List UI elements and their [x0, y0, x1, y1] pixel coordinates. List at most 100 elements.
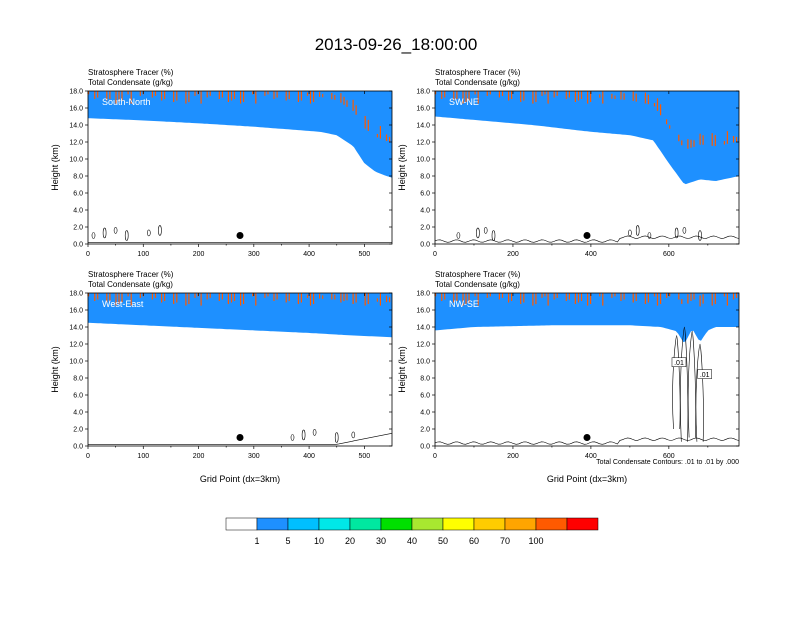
tracer-streak — [164, 293, 166, 301]
tracer-streak — [635, 293, 637, 301]
y-tick-label: 8.0 — [420, 174, 430, 181]
tracer-streak — [352, 293, 354, 304]
tracer-streak — [130, 293, 132, 306]
tracer-streak — [106, 91, 108, 101]
tracer-streak — [197, 293, 199, 297]
tracer-streak — [322, 295, 324, 299]
tracer-streak — [355, 293, 357, 303]
tracer-streak — [732, 293, 735, 300]
tracer-streak — [580, 293, 583, 301]
x-tick-label: 0 — [433, 251, 437, 258]
tracer-streak — [233, 293, 236, 301]
tracer-streak — [611, 93, 613, 99]
colorbar-label: 50 — [438, 536, 448, 546]
tracer-streak — [660, 293, 662, 304]
colorbar-swatch — [504, 517, 537, 531]
location-marker — [236, 434, 244, 441]
condensate-contour — [158, 225, 162, 236]
colorbar-swatch — [411, 517, 444, 531]
condensate-contour — [147, 229, 151, 237]
tracer-streak — [687, 294, 689, 304]
tracer-streak — [535, 293, 537, 304]
tracer-streak — [544, 91, 546, 95]
tracer-streak — [462, 293, 464, 306]
x-tick-label: 100 — [137, 251, 149, 258]
tracer-streak — [151, 293, 153, 300]
panel-sw-ne: 0.0 2.0 4.0 6.0 8.0 10.0 12.0 14.0 16.0 18.0 0 200 4… — [397, 68, 740, 258]
tracer-streak — [185, 293, 187, 306]
condensate-contour — [687, 330, 697, 438]
tracer-streak — [227, 91, 229, 102]
plot-frame — [87, 90, 393, 245]
tracer-streak — [154, 91, 157, 96]
tracer-streak — [221, 91, 223, 98]
tracer-streak — [161, 91, 163, 101]
tracer-streak — [288, 91, 290, 99]
tracer-streak — [121, 91, 123, 101]
tracer-streak — [647, 94, 649, 105]
y-tick-label: 18.0 — [416, 291, 430, 298]
plot-frame — [434, 90, 740, 245]
tracer-streak — [453, 91, 455, 101]
tracer-streak — [88, 91, 90, 95]
x-tick-label: 500 — [359, 453, 371, 460]
tracer-streak — [385, 134, 388, 141]
tracer-streak — [209, 91, 211, 96]
tracer-streak — [297, 91, 299, 102]
tracer-streak — [367, 293, 369, 304]
tracer-streak — [580, 91, 583, 99]
tracer-streak — [164, 91, 166, 99]
tracer-streak — [523, 293, 525, 303]
tracer-streak — [632, 293, 634, 303]
tracer-streak — [441, 293, 443, 301]
y-tick-label: 14.0 — [416, 123, 430, 130]
plot-frame — [87, 292, 393, 447]
tracer-streak — [206, 293, 208, 300]
condensate-contour — [635, 225, 640, 236]
tracer-band-1 — [88, 91, 392, 178]
tracer-streak — [218, 91, 220, 99]
y-tick-label: 14.0 — [69, 325, 83, 332]
tracer-streak — [435, 293, 437, 297]
location-marker — [236, 232, 244, 239]
field-label-condensate: Total Condensate (g/kg) — [435, 78, 520, 87]
y-tick-label: 8.0 — [73, 174, 83, 181]
tracer-streak — [501, 91, 504, 96]
tracer-streak — [614, 293, 616, 297]
location-marker — [583, 232, 591, 239]
panel-south-north: 0.0 2.0 4.0 6.0 8.0 10.0 12.0 14.0 16.0 18.0 0 100 2… — [50, 68, 393, 258]
tracer-streak — [267, 293, 269, 297]
tracer-streak — [465, 293, 467, 304]
tracer-streak — [544, 293, 546, 297]
tracer-streak — [221, 293, 223, 300]
tracer-streak — [267, 91, 269, 95]
tracer-streak — [714, 135, 716, 147]
tracer-streak — [188, 91, 190, 102]
tracer-streak — [726, 131, 728, 144]
tracer-streak — [508, 293, 510, 303]
y-tick-label: 6.0 — [73, 191, 83, 198]
tracer-streak — [127, 293, 129, 297]
colorbar-label: 60 — [469, 536, 479, 546]
tracer-streak — [535, 91, 537, 102]
tracer-streak — [632, 91, 634, 101]
tracer-streak — [520, 91, 522, 102]
y-tick-label: 4.0 — [73, 410, 83, 417]
tracer-streak — [590, 293, 592, 304]
tracer-streak — [723, 293, 725, 297]
y-tick-label: 2.0 — [73, 427, 83, 434]
tracer-streak — [97, 293, 99, 300]
tracer-streak — [300, 91, 302, 101]
tracer-streak — [456, 293, 458, 301]
contour-label-box — [697, 369, 712, 379]
tracer-streak — [130, 91, 132, 104]
condensate-contour — [483, 227, 488, 234]
tracer-streak — [200, 293, 202, 306]
tracer-streak — [599, 94, 601, 98]
colorbar-label: 20 — [345, 536, 355, 546]
tracer-streak — [319, 293, 321, 299]
condensate-contour — [102, 227, 107, 239]
field-label-condensate: Total Condensate (g/kg) — [435, 280, 520, 289]
tracer-streak — [508, 91, 510, 101]
tracer-streak — [486, 293, 488, 298]
